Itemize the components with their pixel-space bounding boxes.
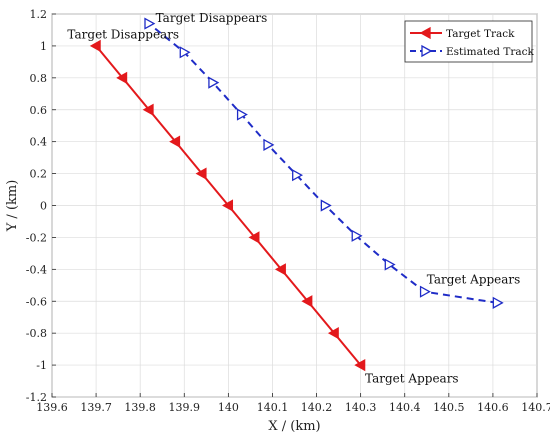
legend: Target Track Estimated Track	[404, 20, 535, 63]
y-tick-label: 1	[40, 40, 47, 53]
y-tick-label: -0.6	[26, 295, 47, 308]
x-tick-label: 140.7	[521, 401, 550, 414]
x-tick-label: 139.6	[36, 401, 68, 414]
annotations: Target Disappears Target Disappears Target…	[67, 11, 520, 386]
legend-marker	[419, 26, 431, 40]
data-point	[274, 263, 286, 276]
data-point	[248, 231, 260, 244]
y-tick-label: 0.2	[30, 168, 48, 181]
x-tick-label: 140.6	[477, 401, 509, 414]
data-point	[222, 199, 234, 212]
data-point	[351, 229, 363, 242]
data-point	[208, 76, 220, 89]
x-tick-label: 140.3	[345, 401, 377, 414]
y-tick-label: -1	[36, 359, 47, 372]
x-tick-label: 139.8	[124, 401, 156, 414]
x-tick-label: 140	[218, 401, 239, 414]
x-tick-label: 140.1	[257, 401, 289, 414]
x-tick-label: 140.4	[389, 401, 421, 414]
legend-label: Estimated Track	[446, 46, 535, 58]
y-tick-label: -1.2	[26, 391, 47, 404]
legend-entry: Estimated Track	[410, 44, 535, 58]
annotation-label: Target Disappears	[156, 11, 268, 25]
legend-box	[404, 20, 533, 63]
data-point	[320, 199, 332, 212]
y-axis-title: Y / (km)	[5, 180, 20, 233]
legend-entry: Target Track	[410, 26, 515, 40]
data-point	[89, 39, 101, 53]
y-tick-label: -0.2	[26, 231, 47, 244]
x-tick-label: 139.7	[80, 401, 112, 414]
data-point	[384, 258, 396, 271]
data-point	[263, 138, 275, 151]
data-point	[236, 108, 248, 121]
series-target-track	[89, 39, 366, 372]
data-point	[169, 135, 181, 148]
data-point	[492, 296, 504, 309]
x-tick-label: 140.2	[301, 401, 333, 414]
data-point	[116, 71, 128, 84]
data-point	[144, 17, 156, 30]
data-point	[419, 285, 431, 298]
y-tick-label: 0	[40, 200, 47, 213]
legend-marker	[421, 44, 433, 58]
annotation-label: Target Disappears	[67, 28, 179, 42]
y-tick-label: 0.8	[30, 72, 48, 85]
y-tick-label: 0.6	[30, 104, 48, 117]
annotation-label: Target Appears	[365, 372, 459, 386]
series-estimated-track	[144, 17, 504, 309]
y-axis-ticks: -1.2 -1 -0.8 -0.6 -0.4 -0.2 0 0.2 0.4 0.6 0.8 1 1.2	[26, 8, 56, 404]
data-point	[179, 46, 191, 59]
data-point	[292, 169, 304, 182]
x-tick-label: 140.5	[433, 401, 465, 414]
series-layer	[89, 17, 504, 372]
data-point	[142, 103, 154, 116]
y-tick-label: -0.4	[26, 263, 47, 276]
data-point	[354, 358, 366, 372]
legend-label: Target Track	[446, 28, 515, 40]
y-tick-label: -0.8	[26, 327, 47, 340]
data-point	[301, 295, 313, 308]
x-tick-label: 139.9	[169, 401, 201, 414]
data-point	[327, 327, 339, 340]
x-axis-title: X / (km)	[268, 419, 320, 434]
y-tick-label: 1.2	[30, 8, 48, 21]
data-point	[195, 167, 207, 180]
y-tick-label: 0.4	[30, 136, 48, 149]
annotation-label: Target Appears	[427, 273, 521, 287]
x-axis-ticks: 139.6 139.7 139.8 139.9 140 140.1 140.2 140.3 14…	[36, 393, 550, 414]
